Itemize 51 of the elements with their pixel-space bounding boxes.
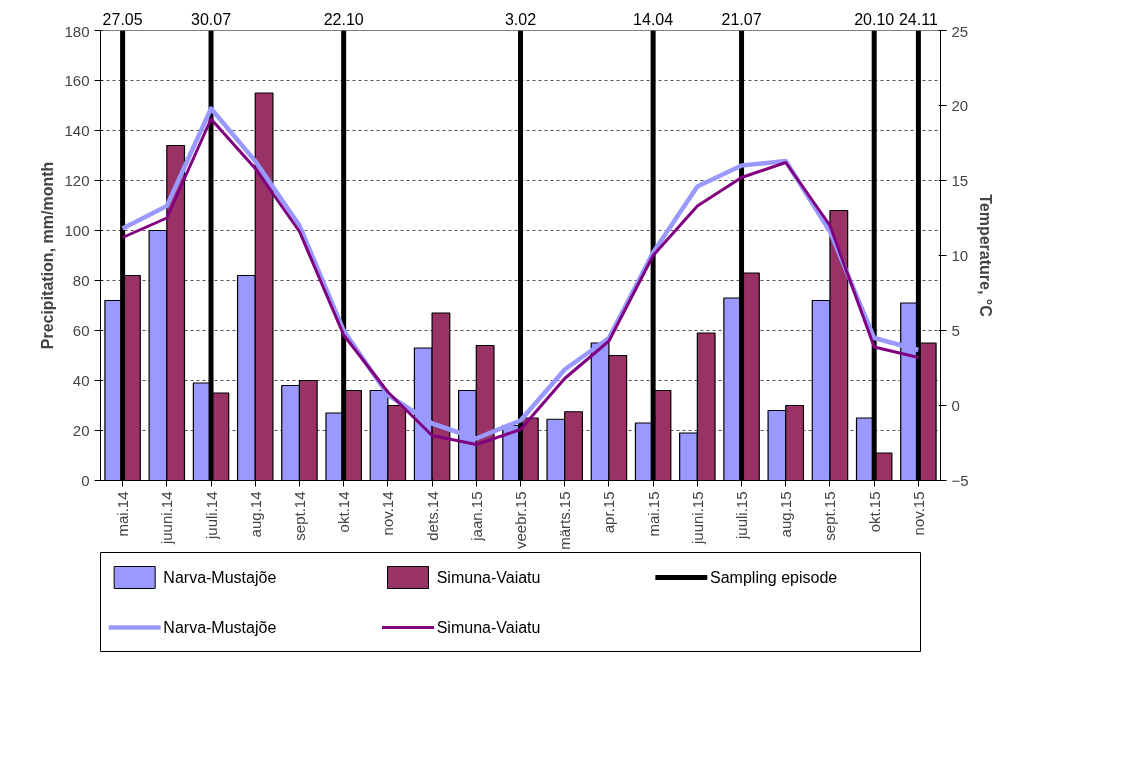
ref-line-label: 24.11 (898, 11, 938, 29)
y-tick-label: 180 (64, 22, 90, 40)
legend-label: Simuna-Vaiatu (436, 569, 541, 586)
x-tick-label: nov.15 (909, 491, 927, 536)
x-tick-label: okt.14 (335, 491, 353, 533)
x-tick-label: märts.15 (556, 491, 574, 550)
x-tick-label: dets.14 (423, 491, 441, 541)
y2-tick-label: 20 (951, 96, 969, 114)
y-tick-label: 40 (72, 371, 90, 389)
x-tick-label: apr.15 (600, 491, 618, 534)
x-tick-label: juuni.15 (688, 491, 706, 546)
legend-label: Simuna-Vaiatu (436, 619, 541, 636)
y2-tick-label: −5 (951, 471, 969, 489)
x-tick-label: juuli.14 (202, 491, 220, 541)
y-tick-label: 140 (64, 121, 90, 139)
ref-line-label: 20.10 (854, 11, 895, 29)
y-tick-label: 100 (64, 221, 90, 239)
ref-line-label: 21.07 (721, 11, 762, 29)
ref-line-label: 30.07 (191, 11, 232, 29)
y-tick-label: 20 (72, 421, 90, 439)
y2-tick-label: 10 (951, 246, 969, 264)
y-tick-label: 80 (72, 271, 90, 289)
y2-tick-label: 25 (951, 22, 969, 40)
y2-tick-label: 5 (951, 321, 960, 339)
x-tick-label: aug.15 (777, 491, 795, 538)
x-tick-label: juuni.14 (158, 491, 176, 546)
x-tick-label: veebr.15 (512, 491, 529, 550)
x-tick-label: aug.14 (246, 491, 264, 538)
y-tick-label: 60 (72, 321, 90, 339)
y2-tick-label: 15 (951, 171, 969, 189)
y2-axis-title: Temperature, °C (976, 194, 994, 318)
x-tick-label: juuli.15 (733, 491, 751, 541)
ref-line-label: 3.02 (504, 11, 537, 29)
ref-line-label: 22.10 (323, 11, 364, 29)
ref-line-label: 14.04 (633, 11, 674, 29)
legend-label: Narva-Mustajõe (163, 619, 277, 636)
y-tick-label: 160 (64, 71, 90, 89)
y-tick-label: 120 (64, 171, 90, 189)
x-tick-label: okt.15 (865, 491, 883, 533)
x-tick-label: mai.15 (644, 491, 662, 537)
y2-tick-label: 0 (951, 396, 960, 414)
y-axis-title: Precipitation, mm/month (39, 161, 57, 350)
x-tick-label: nov.14 (379, 491, 397, 536)
text: Sampling episode (710, 569, 838, 586)
x-tick-label: sept.14 (290, 491, 308, 541)
ref-line-label: 27.05 (102, 11, 143, 29)
y-tick-label: 0 (81, 471, 90, 489)
x-tick-label: sept.15 (821, 491, 839, 541)
x-tick-label: jaan.15 (467, 491, 485, 542)
x-tick-label: mai.14 (114, 491, 132, 537)
legend-label: Narva-Mustajõe (163, 569, 277, 586)
